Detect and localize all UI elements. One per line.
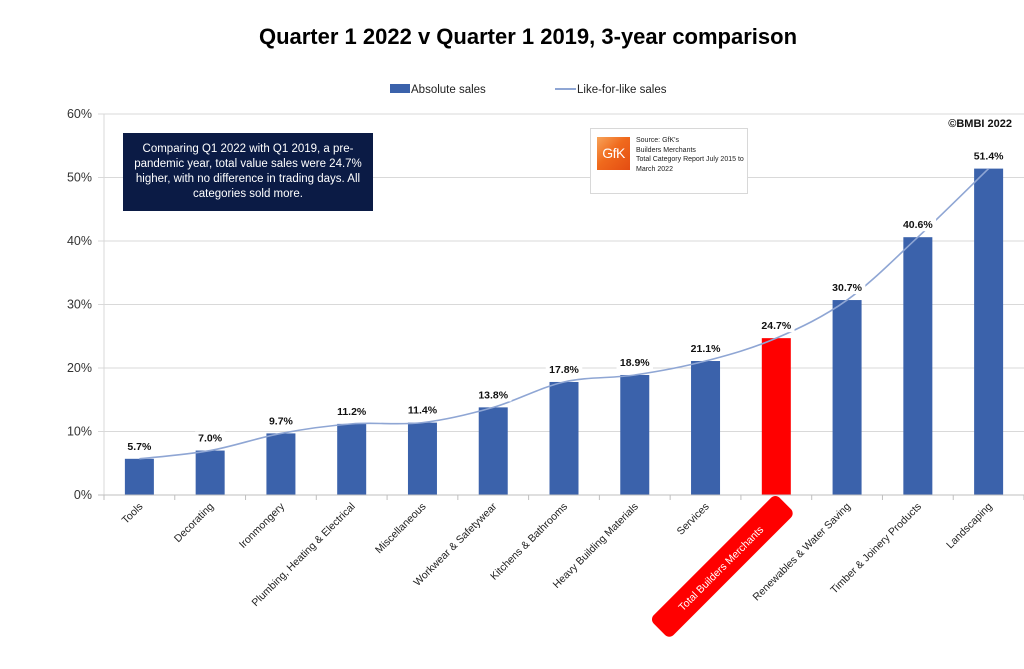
y-axis: 0% 10% 20% 30% 40% 50% 60% [67, 107, 105, 502]
legend-swatch-absolute-sales [390, 84, 410, 93]
source-box: GfK Source: GfK's Builders Merchants Tot… [590, 128, 748, 194]
legend: Absolute sales Like-for-like sales [390, 84, 667, 96]
bar-renewables-water-saving [832, 300, 862, 495]
y-tick-label: 0% [74, 488, 92, 502]
data-label: 17.8% [549, 364, 579, 376]
data-label-bg [474, 388, 512, 402]
data-label: 7.0% [198, 433, 223, 445]
source-line: Total Category Report July 2015 to [636, 156, 744, 163]
y-tick-label: 60% [67, 107, 92, 121]
y-tick-label: 30% [67, 298, 92, 312]
data-label: 18.9% [620, 357, 650, 369]
chart-title: Quarter 1 2022 v Quarter 1 2019, 3-year … [259, 24, 797, 49]
data-label-bg [195, 431, 226, 445]
data-label-bg [899, 218, 937, 232]
gfk-logo: GfK [597, 137, 630, 170]
source-text: Source: GfK's Builders Merchants Total C… [636, 136, 748, 174]
data-label-bg [828, 281, 866, 295]
data-label: 40.6% [903, 219, 933, 231]
bar-timber-joinery-products [903, 237, 933, 495]
x-tick-label: Landscaping [944, 501, 995, 552]
x-tick-label: Kitchens & Bathrooms [488, 501, 570, 583]
data-label-bg [265, 414, 296, 428]
bar-ironmongery [266, 433, 296, 495]
x-tick-label: Miscellaneous [373, 501, 429, 557]
x-tick-label: Ironmongery [237, 500, 288, 551]
data-label-bg [687, 342, 724, 356]
note-box: Comparing Q1 2022 with Q1 2019, a pre-pa… [123, 133, 373, 211]
y-tick-label: 40% [67, 234, 92, 248]
bar-total-builders-merchants [761, 338, 791, 495]
bars [124, 168, 1004, 496]
legend-label-like-for-like: Like-for-like sales [577, 84, 667, 96]
data-label: 9.7% [269, 415, 294, 427]
y-tick-label: 10% [67, 425, 92, 439]
note-text: Comparing Q1 2022 with Q1 2019, a pre-pa… [134, 143, 362, 200]
bar-tools [124, 458, 154, 495]
y-tick-label: 20% [67, 361, 92, 375]
bar-miscellaneous [407, 422, 437, 495]
like-for-like-line [139, 168, 990, 460]
x-tick-label: Tools [120, 501, 146, 527]
data-label-bg [404, 403, 441, 417]
highlight-category-badge: Total Builders Merchants [651, 496, 793, 637]
data-label: 13.8% [478, 389, 508, 401]
legend-label-absolute-sales: Absolute sales [411, 84, 486, 96]
data-label-bg [616, 355, 654, 369]
bar-kitchens-bathrooms [549, 381, 579, 495]
data-label-bg [124, 439, 155, 453]
data-label-bg [333, 404, 370, 418]
x-tick-label: Services [675, 501, 712, 538]
source-line: Source: GfK's [636, 137, 679, 144]
bar-decorating [195, 450, 225, 495]
data-label: 11.4% [408, 405, 438, 417]
source-line: Builders Merchants [636, 146, 696, 154]
data-label: 51.4% [974, 151, 1004, 163]
bar-workwear-safetywear [478, 407, 508, 495]
data-label-bg [545, 362, 583, 376]
bar-landscaping [974, 168, 1004, 496]
bar-heavy-building-materials [620, 374, 650, 495]
data-label-bg [970, 149, 1007, 163]
y-tick-label: 50% [67, 171, 92, 185]
data-label: 30.7% [832, 282, 862, 294]
bar-plumbing-heating-electrical [337, 423, 367, 495]
copyright-label: ©BMBI 2022 [948, 118, 1012, 130]
source-line: March 2022 [636, 165, 673, 173]
data-labels: 5.7% 7.0% 9.7% 11.2% 11.4% 13.8% 17.8% 18.9% 21.… [124, 149, 1007, 453]
x-tick-label: Decorating [172, 501, 217, 546]
data-label: 24.7% [761, 320, 791, 332]
x-tick-label: Workwear & Safetywear [411, 500, 499, 588]
data-label: 11.2% [337, 406, 367, 418]
x-tick-label: Total Builders Merchants [676, 524, 766, 614]
data-label: 5.7% [127, 441, 152, 453]
data-label: 21.1% [691, 343, 721, 355]
data-label-bg [758, 319, 795, 333]
highlight-badge-bg [651, 496, 793, 637]
bar-services [691, 361, 721, 495]
